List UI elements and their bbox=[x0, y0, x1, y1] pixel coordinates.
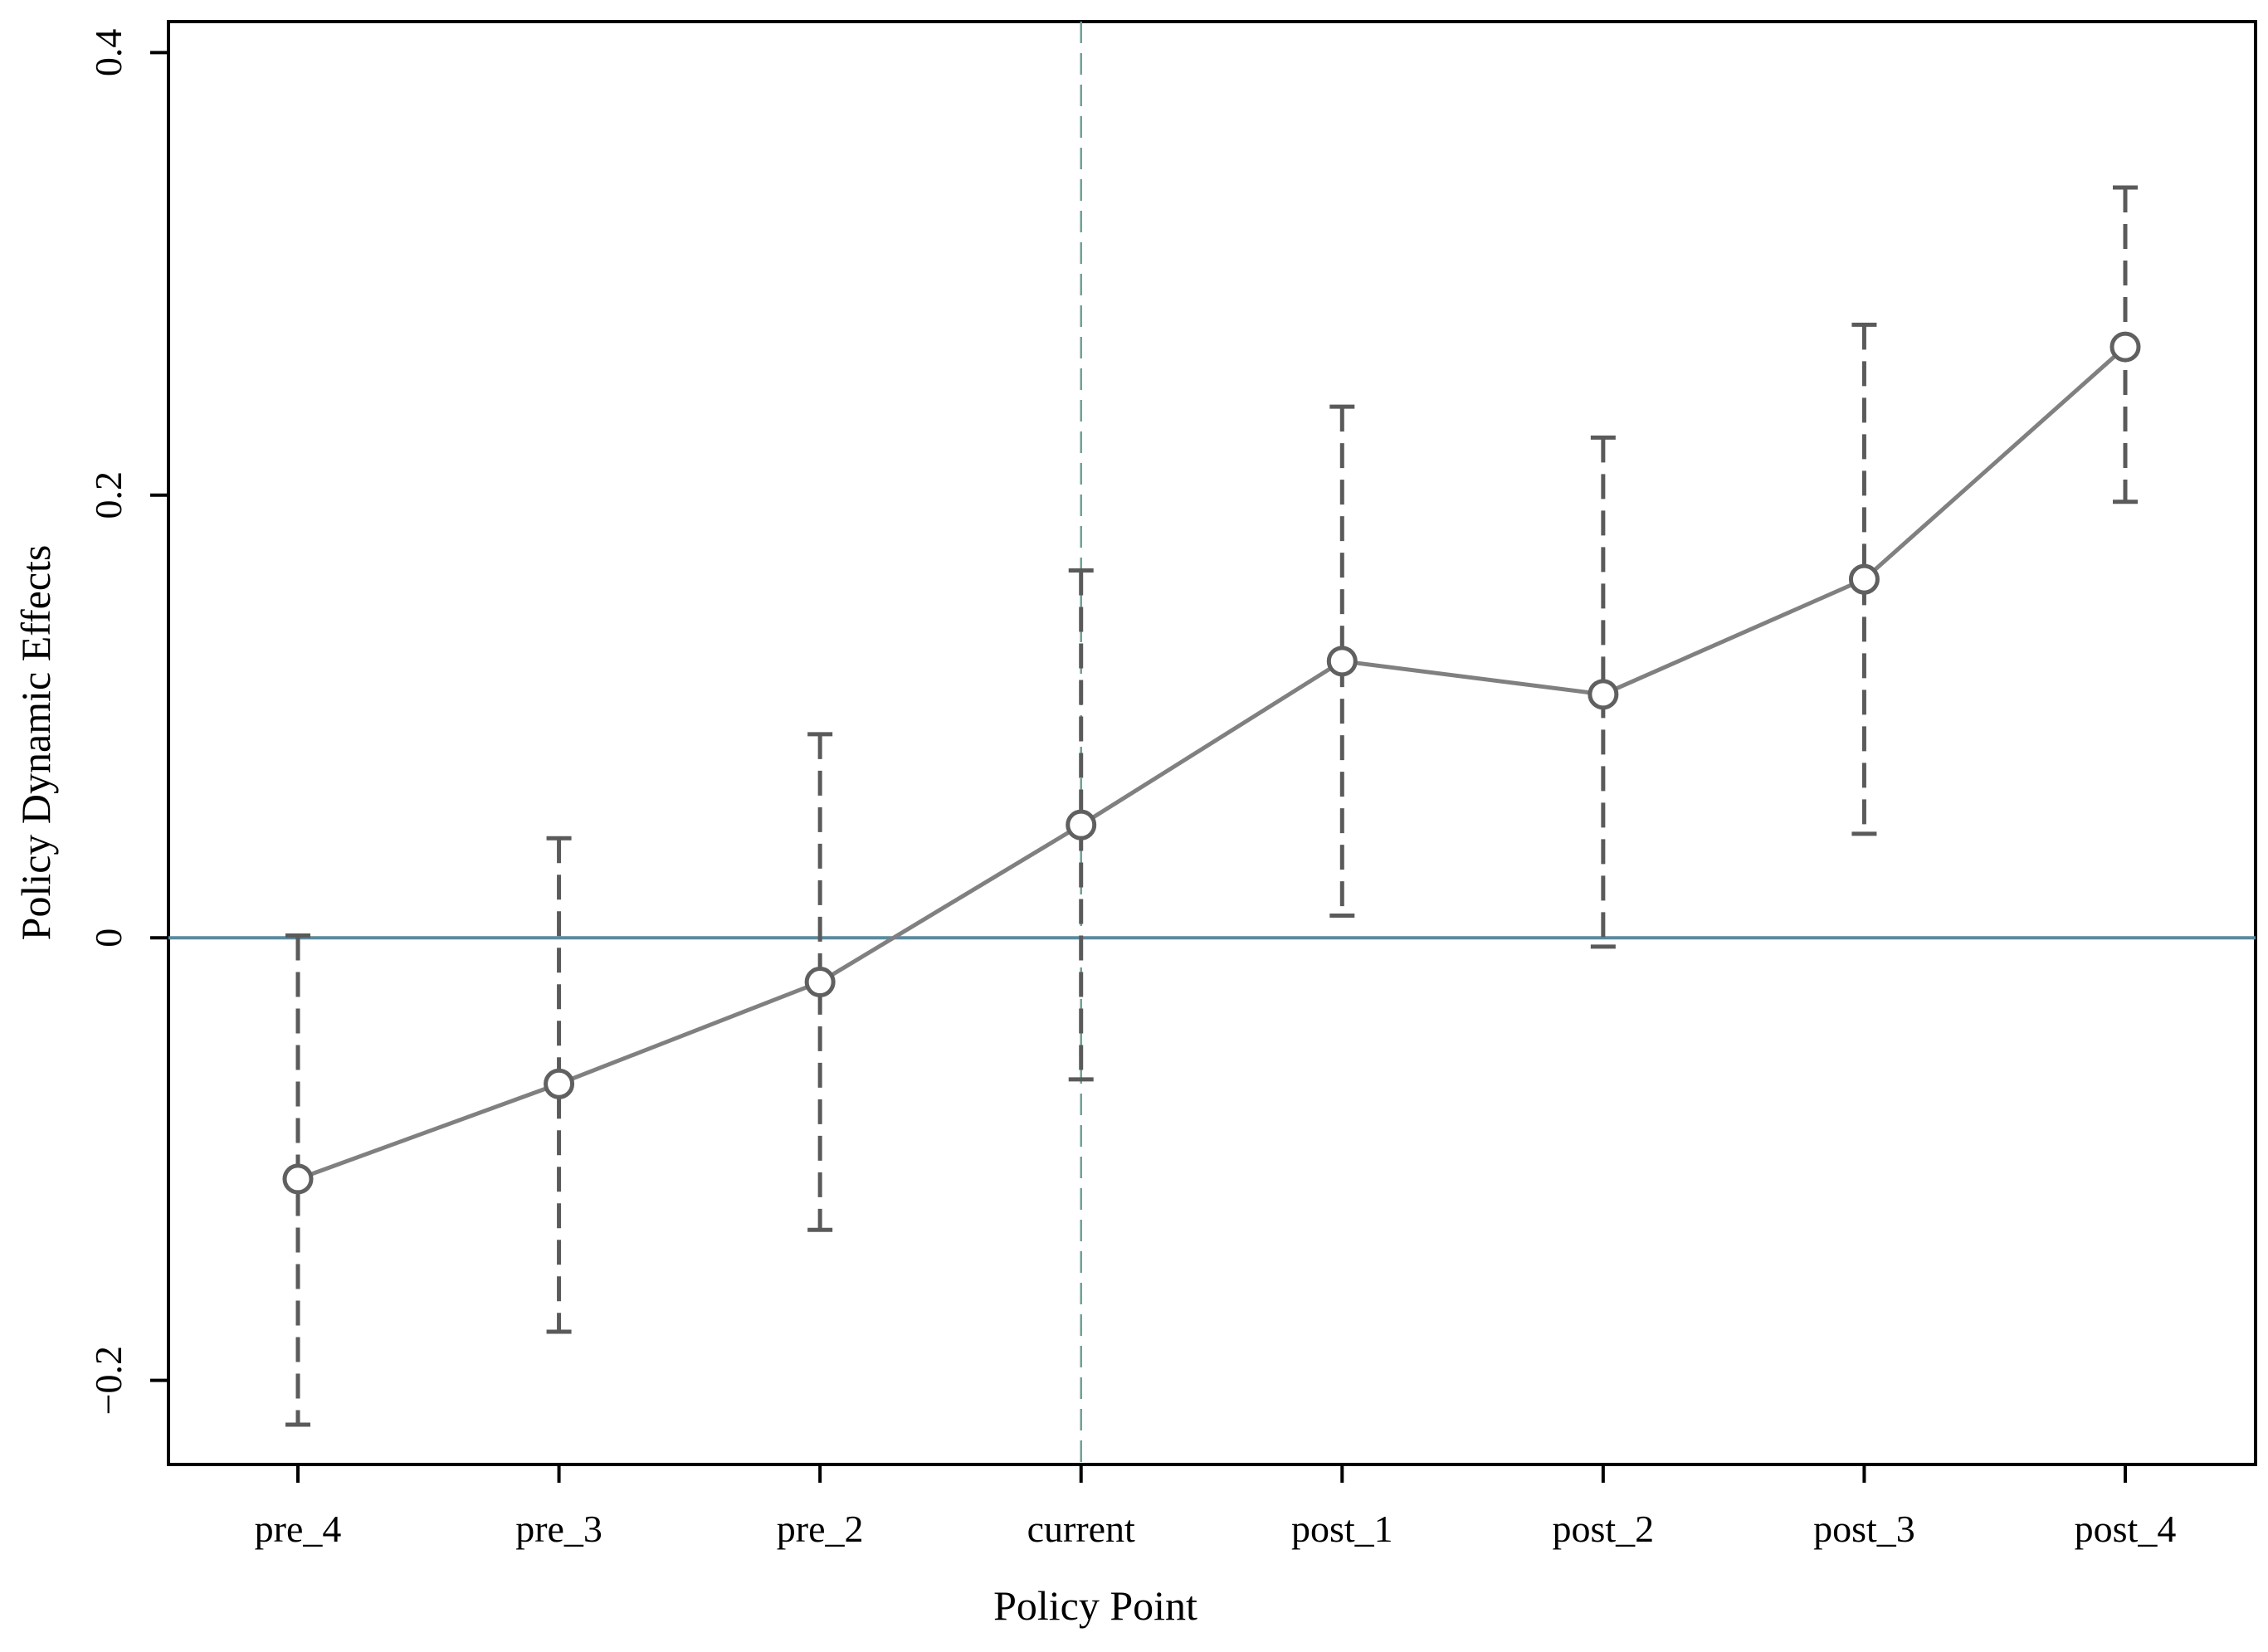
data-point bbox=[544, 1068, 575, 1099]
data-point bbox=[1326, 646, 1358, 677]
y-tick-label: 0.2 bbox=[87, 471, 129, 519]
x-tick-label: pre_3 bbox=[515, 1508, 602, 1550]
x-tick-label: pre_2 bbox=[777, 1508, 864, 1550]
x-tick-label: pre_4 bbox=[255, 1508, 342, 1550]
data-point bbox=[282, 1163, 314, 1195]
data-point bbox=[2109, 331, 2141, 363]
data-point bbox=[1066, 809, 1097, 841]
y-axis-title: Policy Dynamic Effects bbox=[12, 545, 59, 941]
x-tick-label: current bbox=[1027, 1508, 1135, 1550]
data-point bbox=[804, 967, 836, 998]
x-tick-label: post_3 bbox=[1813, 1508, 1915, 1550]
y-tick-label: 0.4 bbox=[87, 29, 129, 77]
y-tick-label: 0 bbox=[87, 928, 129, 948]
x-tick-label: post_4 bbox=[2075, 1508, 2177, 1550]
x-axis-title: Policy Point bbox=[993, 1582, 1197, 1629]
data-point bbox=[1848, 563, 1880, 595]
x-tick-label: post_1 bbox=[1291, 1508, 1393, 1550]
x-tick-label: post_2 bbox=[1553, 1508, 1655, 1550]
plot-frame bbox=[167, 20, 2257, 1466]
series-line bbox=[297, 345, 2127, 1182]
y-tick-label: −0.2 bbox=[87, 1346, 129, 1415]
data-point bbox=[1588, 679, 1619, 710]
